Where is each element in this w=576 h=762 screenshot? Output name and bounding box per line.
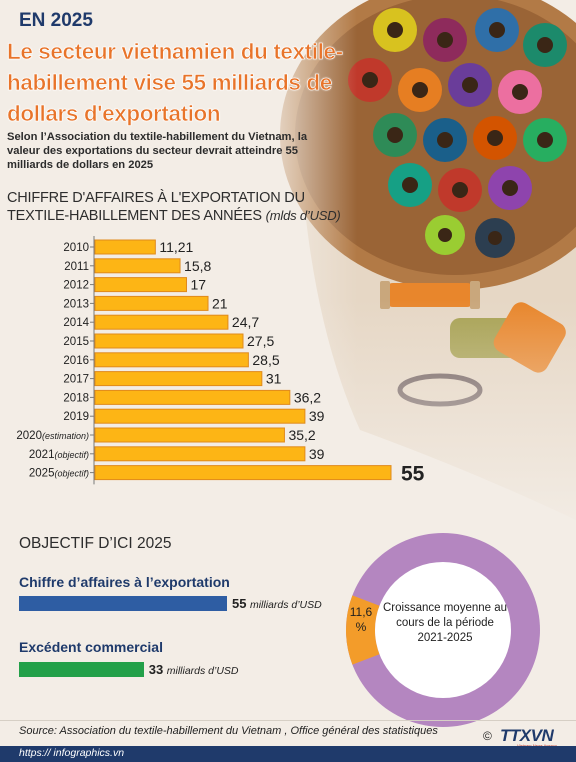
y-tick-label: 2013 bbox=[63, 298, 89, 310]
footer-divider bbox=[0, 720, 576, 721]
bar bbox=[94, 408, 306, 424]
bar-value-label: 28,5 bbox=[252, 352, 279, 368]
metric-bar-export bbox=[19, 596, 227, 611]
chart-heading-unit: (mlds d’USD) bbox=[265, 208, 341, 223]
y-tick-note: (estimation) bbox=[42, 431, 89, 441]
y-tick-year: 2014 bbox=[63, 317, 89, 329]
y-tick-year: 2010 bbox=[63, 242, 89, 254]
source-note: Source: Association du textile-habilleme… bbox=[19, 725, 438, 737]
bar bbox=[94, 465, 392, 481]
y-tick-label: 2012 bbox=[63, 280, 89, 292]
bar bbox=[94, 239, 156, 255]
logo-subtitle: Vietnam News Agency bbox=[517, 743, 557, 748]
ttxvn-logo: © TTXVN Vietnam News Agency bbox=[483, 726, 573, 748]
y-tick-year: 2011 bbox=[64, 261, 89, 273]
bar-value-label: 39 bbox=[309, 446, 325, 462]
y-tick-label: 2010 bbox=[63, 242, 89, 254]
metric-value-surplus-number: 33 bbox=[148, 662, 164, 677]
chart-heading: CHIFFRE D'AFFAIRES À L'EXPORTATION DU TE… bbox=[7, 189, 367, 225]
bar-value-label: 36,2 bbox=[294, 389, 321, 405]
donut-percent-label: 11,6 % bbox=[349, 605, 373, 634]
metric-value-export-number: 55 bbox=[232, 596, 247, 611]
bar-value-label: 39 bbox=[309, 408, 325, 424]
y-tick-label: 2020(estimation) bbox=[16, 430, 89, 442]
y-tick-year: 2017 bbox=[63, 374, 89, 386]
bar-value-label: 35,2 bbox=[288, 427, 315, 443]
y-tick-note: (objectif) bbox=[54, 469, 89, 479]
metric-value-surplus: 33 milliards d’USD bbox=[149, 662, 239, 677]
bar-value-label: 24,7 bbox=[232, 314, 259, 330]
bar bbox=[94, 314, 229, 330]
logo-text: TTXVN bbox=[500, 726, 554, 745]
bar bbox=[94, 446, 306, 462]
header-eyebrow: EN 2025 bbox=[19, 10, 93, 31]
footer-bar bbox=[0, 746, 576, 762]
y-tick-year: 2019 bbox=[63, 411, 89, 423]
metric-value-export-unit: milliards d’USD bbox=[249, 599, 322, 611]
y-tick-label: 2015 bbox=[63, 336, 89, 348]
metric-label-export: Chiffre d’affaires à l’exportation bbox=[19, 574, 230, 590]
export-revenue-bar-chart: 2010 11,21 2011 15,8 2012 17 2013 21 2014 24,7 201… bbox=[16, 236, 425, 486]
y-tick-year: 2013 bbox=[63, 298, 89, 310]
growth-donut-chart bbox=[346, 533, 540, 727]
metric-value-export: 55 milliards d’USD bbox=[232, 596, 322, 611]
y-tick-label: 2016 bbox=[63, 355, 89, 367]
bar-value-label: 11,21 bbox=[159, 239, 193, 255]
metric-label-surplus: Excédent commercial bbox=[19, 639, 163, 655]
donut-caption: Croissance moyenne au cours de la périod… bbox=[383, 602, 508, 644]
y-tick-year: 2018 bbox=[63, 392, 89, 404]
bar bbox=[94, 389, 291, 405]
bar-value-label: 55 bbox=[401, 463, 425, 486]
y-tick-label: 2021(objectif) bbox=[29, 449, 89, 461]
y-tick-label: 2014 bbox=[63, 317, 89, 329]
y-tick-year: 2015 bbox=[63, 336, 89, 348]
y-tick-note: (objectif) bbox=[54, 450, 89, 460]
page-title: Le secteur vietnamien du textile-habille… bbox=[7, 39, 344, 127]
footer-url-link[interactable]: https:// infographics.vn bbox=[19, 747, 125, 759]
chart-heading-text: CHIFFRE D'AFFAIRES À L'EXPORTATION DU TE… bbox=[7, 190, 305, 224]
bar bbox=[94, 371, 263, 387]
bar-value-label: 31 bbox=[266, 371, 282, 387]
y-tick-year: 2021 bbox=[29, 449, 55, 461]
bar bbox=[94, 352, 249, 368]
bar bbox=[94, 333, 244, 349]
y-tick-year: 2020 bbox=[16, 430, 42, 442]
bar-value-label: 21 bbox=[212, 295, 228, 311]
page-subtitle: Selon l’Association du textile-habilleme… bbox=[7, 131, 308, 171]
bar bbox=[94, 277, 187, 293]
y-tick-year: 2025 bbox=[29, 468, 55, 480]
y-tick-year: 2016 bbox=[63, 355, 89, 367]
objectif-title: OBJECTIF D’ICI 2025 bbox=[19, 535, 172, 552]
y-tick-label: 2018 bbox=[63, 392, 89, 404]
metric-bar-surplus bbox=[19, 662, 144, 677]
donut-hole bbox=[375, 562, 511, 698]
donut-highlight-segment bbox=[346, 595, 380, 665]
copyright-symbol: © bbox=[483, 729, 492, 743]
y-tick-label: 2025(objectif) bbox=[29, 468, 89, 480]
y-tick-year: 2012 bbox=[63, 280, 89, 292]
bar bbox=[94, 427, 285, 443]
y-tick-label: 2011 bbox=[64, 261, 89, 273]
bar-value-label: 27,5 bbox=[247, 333, 274, 349]
y-tick-label: 2017 bbox=[63, 374, 89, 386]
metric-value-surplus-unit: milliards d’USD bbox=[166, 665, 239, 677]
bar bbox=[94, 295, 209, 311]
bar-value-label: 17 bbox=[190, 277, 206, 293]
bar bbox=[94, 258, 181, 274]
bar-value-label: 15,8 bbox=[184, 258, 211, 274]
y-tick-label: 2019 bbox=[63, 411, 89, 423]
